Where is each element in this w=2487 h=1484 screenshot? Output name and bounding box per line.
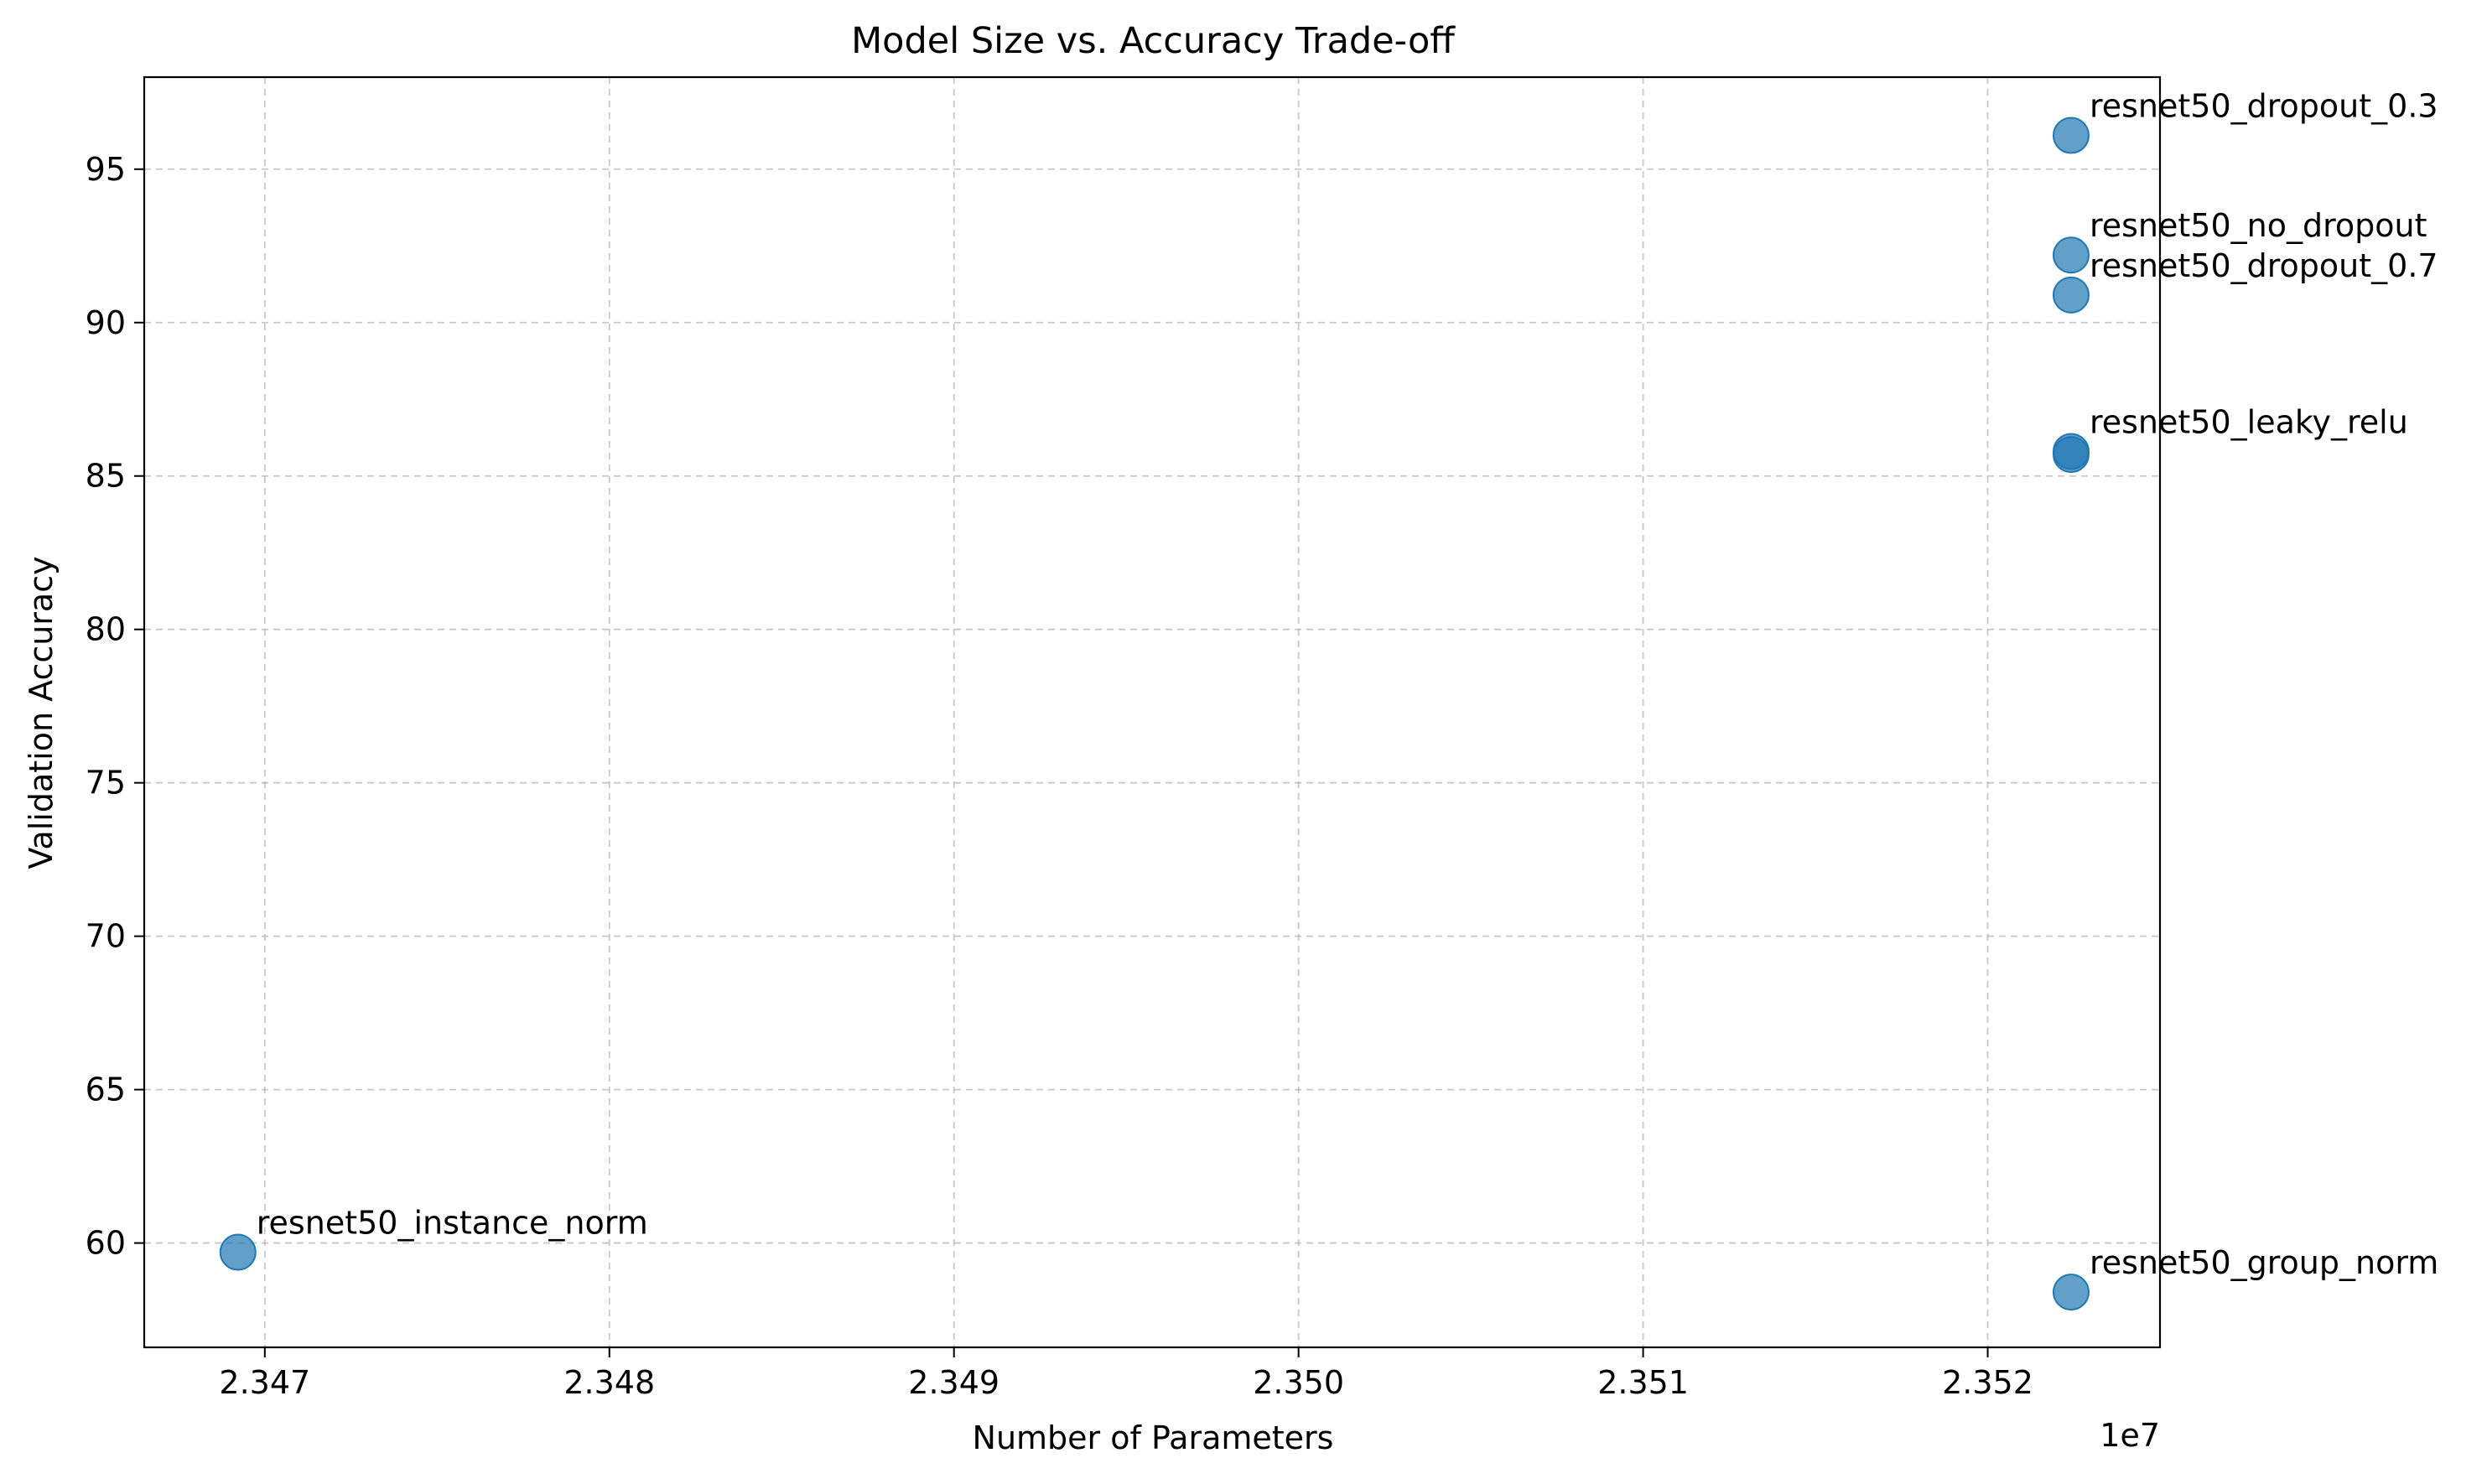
x-tick-label: 2.350 — [1253, 1364, 1344, 1401]
y-axis-ticks: 60 65 70 75 80 85 90 95 — [86, 151, 144, 1262]
grid-lines — [144, 77, 2160, 1347]
x-tick-label: 2.348 — [563, 1364, 655, 1401]
point-label: resnet50_no_dropout — [2090, 207, 2427, 244]
x-tick-label: 2.352 — [1942, 1364, 2033, 1401]
point-label: resnet50_dropout_0.3 — [2090, 88, 2438, 125]
scatter-point — [2052, 236, 2090, 274]
x-tick-label: 2.349 — [908, 1364, 999, 1401]
scatter-point — [2052, 1274, 2090, 1311]
scatter-point — [2052, 117, 2090, 154]
y-tick-label: 65 — [86, 1071, 126, 1108]
x-axis-ticks: 2.347 2.348 2.349 2.350 2.351 2.352 — [219, 1347, 2033, 1401]
x-tick-label: 2.347 — [219, 1364, 310, 1401]
y-tick-label: 90 — [86, 304, 126, 341]
plot-frame — [143, 75, 2162, 1349]
point-label: resnet50_group_norm — [2090, 1244, 2438, 1281]
data-points — [219, 117, 2090, 1311]
scatter-point — [2052, 436, 2090, 474]
y-tick-label: 85 — [86, 458, 126, 495]
point-labels: resnet50_dropout_0.3resnet50_no_dropoutr… — [257, 88, 2439, 1282]
x-tick-label: 2.351 — [1597, 1364, 1689, 1401]
point-label: resnet50_instance_norm — [257, 1205, 648, 1242]
chart-title: Model Size vs. Accuracy Trade-off — [851, 20, 1456, 62]
scatter-point — [2052, 276, 2090, 314]
y-tick-label: 70 — [86, 918, 126, 955]
x-axis-label: Number of Parameters — [973, 1419, 1334, 1456]
y-tick-label: 60 — [86, 1225, 126, 1262]
y-tick-label: 80 — [86, 611, 126, 648]
y-tick-label: 75 — [86, 765, 126, 802]
point-label: resnet50_dropout_0.7 — [2090, 247, 2438, 284]
y-tick-label: 95 — [86, 151, 126, 188]
point-label: resnet50_leaky_relu — [2090, 403, 2408, 440]
y-axis-label: Validation Accuracy — [23, 556, 60, 869]
scatter-point — [219, 1233, 257, 1271]
x-axis-offset-text: 1e7 — [2100, 1417, 2160, 1454]
